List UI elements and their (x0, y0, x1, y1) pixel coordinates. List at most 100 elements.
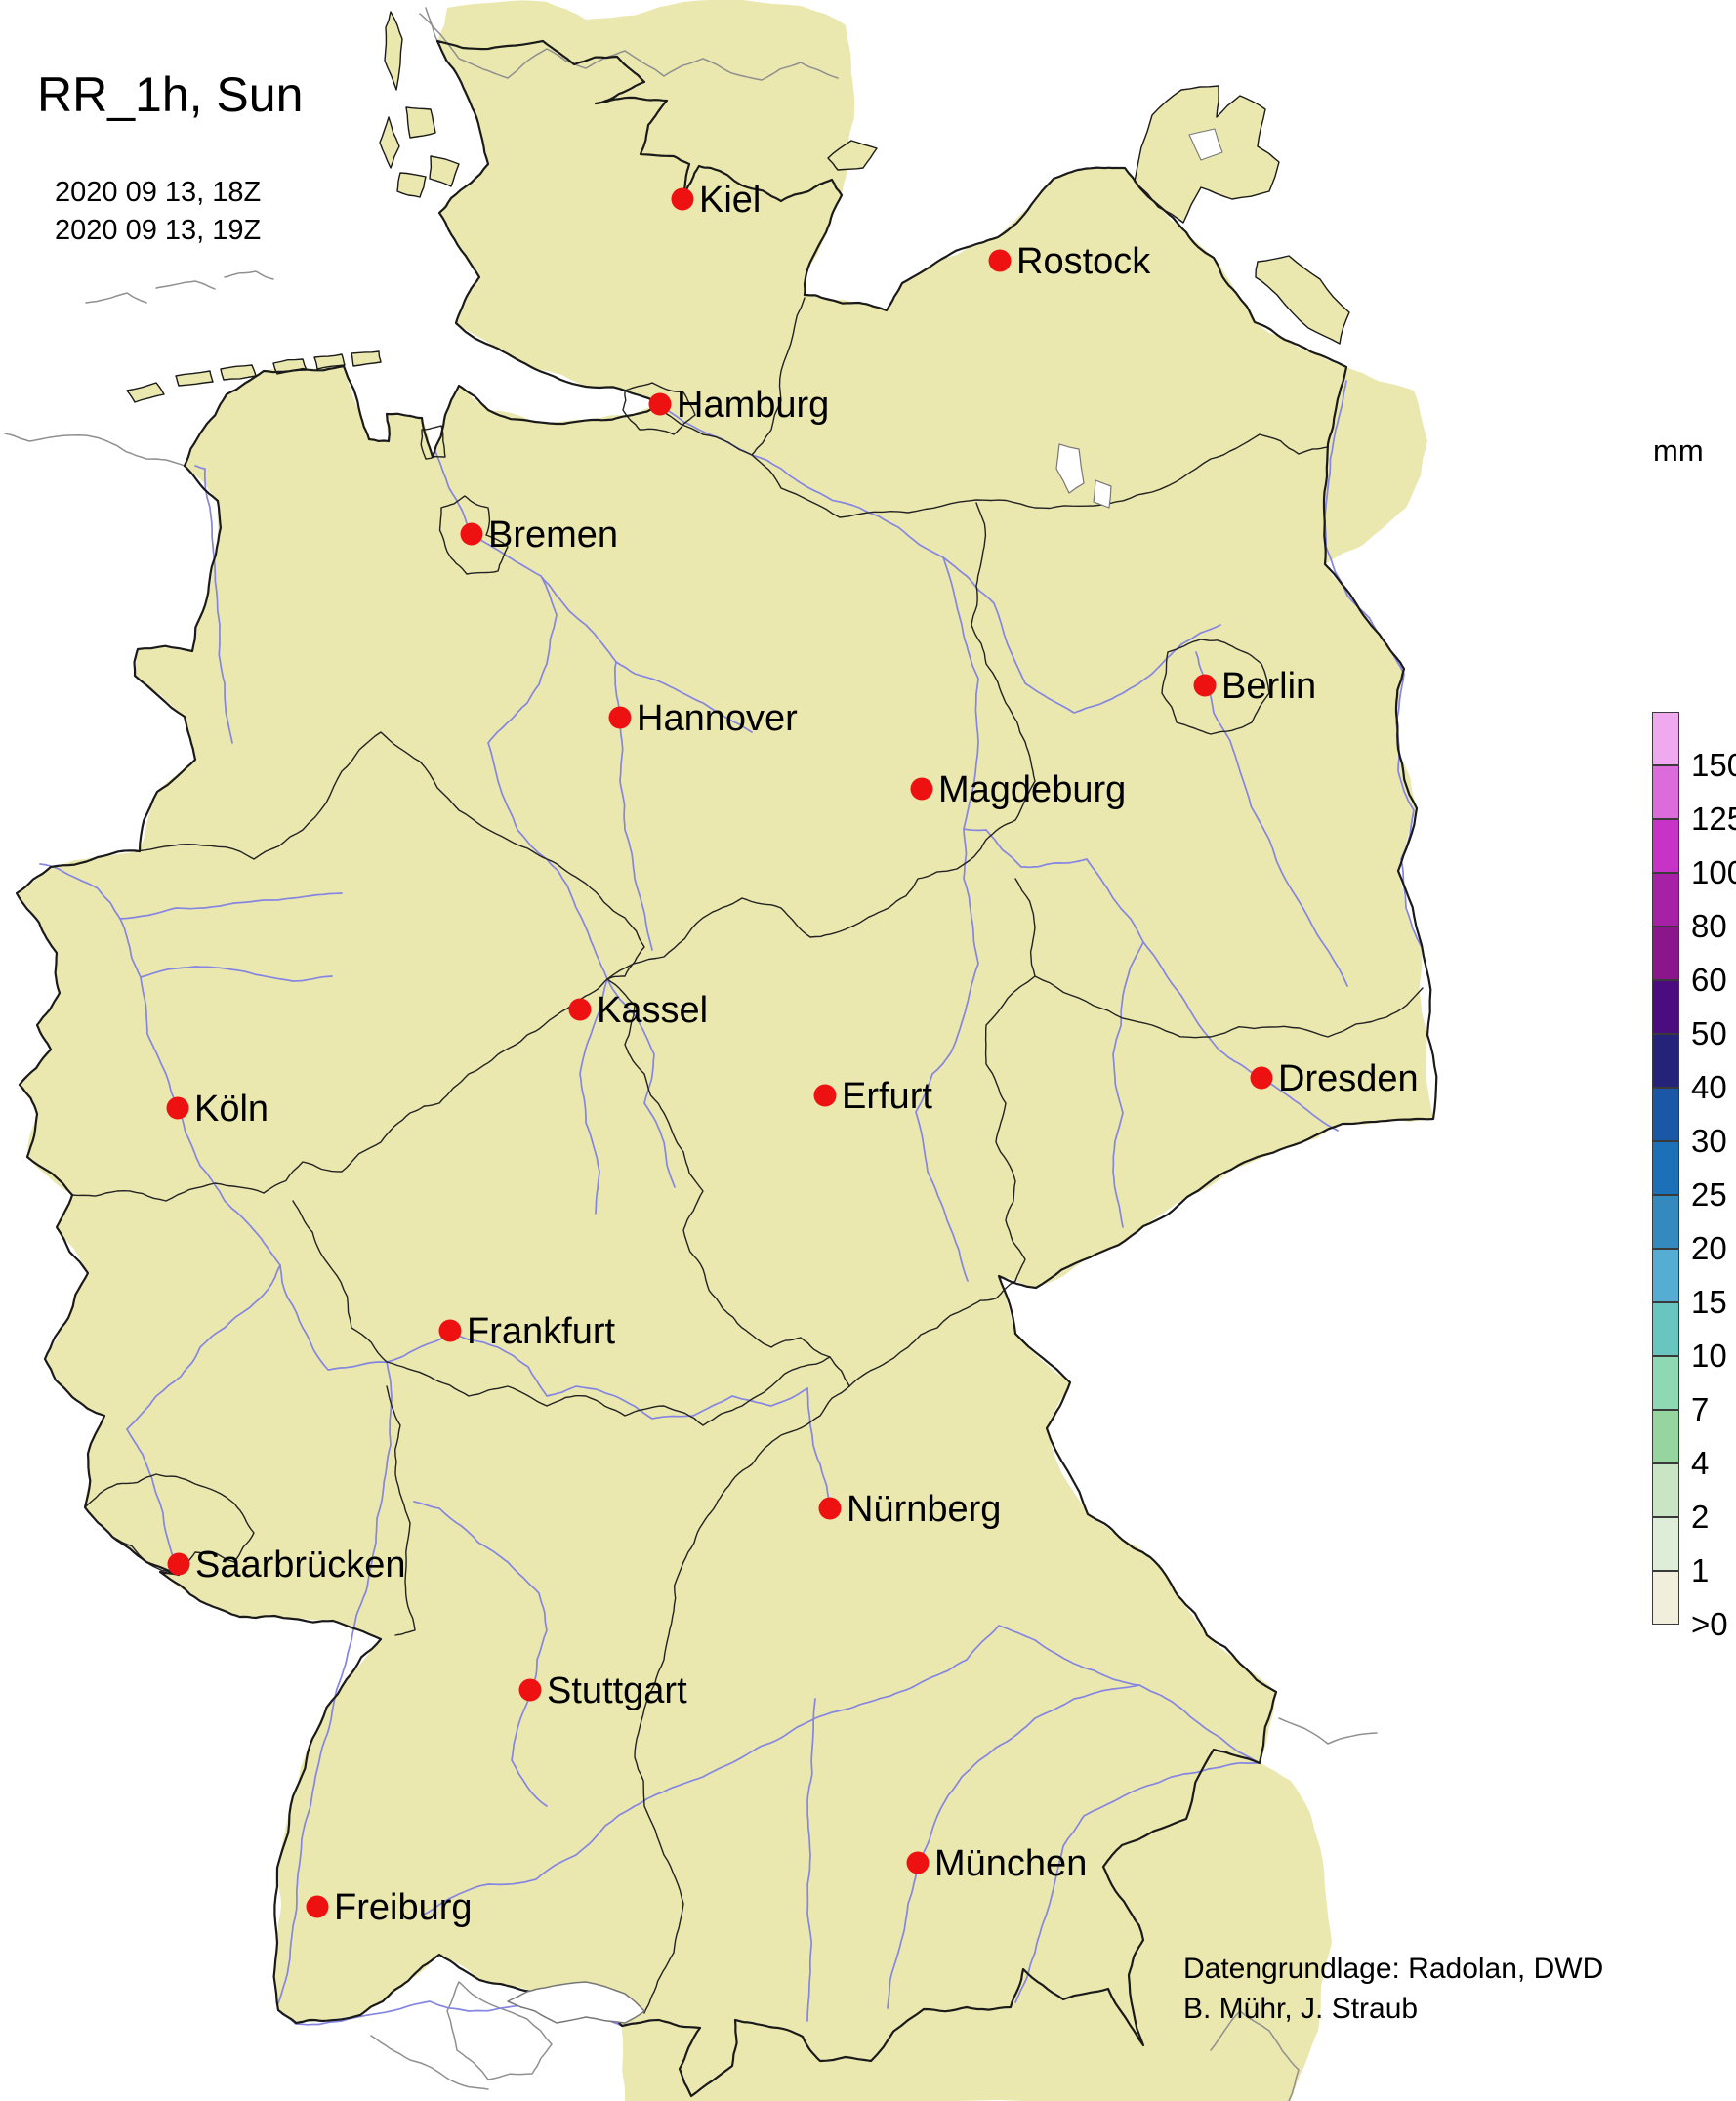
state-border (135, 731, 645, 980)
city-marker-hannover: Hannover (608, 698, 798, 739)
river-leine (613, 661, 653, 951)
city-dot (460, 522, 483, 546)
city-dot (906, 1851, 930, 1874)
river-weser (434, 448, 608, 980)
island-shape (396, 172, 427, 198)
neighbor-border (419, 13, 839, 81)
lake-constance (507, 1981, 645, 2024)
city-dot (988, 249, 1012, 272)
city-label: Magdeburg (938, 769, 1126, 810)
city-marker-saarbrcken: Saarbrücken (167, 1545, 405, 1586)
legend-tick-label: 40 (1691, 1069, 1727, 1105)
legend-swatch (1652, 1410, 1679, 1463)
river-fulda (579, 978, 608, 1215)
island-shape (126, 382, 165, 403)
precipitation-field (17, 0, 1433, 2101)
legend-swatch (1652, 1141, 1679, 1195)
city-marker-dresden: Dresden (1250, 1058, 1419, 1099)
legend-tick-label: 2 (1691, 1499, 1710, 1535)
city-marker-kln: Köln (166, 1089, 269, 1130)
city-dot (518, 1678, 542, 1702)
city-label: Bremen (488, 515, 618, 556)
city-label: Berlin (1221, 666, 1316, 707)
legend-unit-label: mm (1653, 433, 1704, 468)
city-label: Frankfurt (467, 1311, 615, 1352)
legend-tick-label: 15 (1691, 1284, 1727, 1320)
city-marker-mnchen: München (906, 1843, 1087, 1884)
city-label: Rostock (1016, 241, 1151, 282)
city-label: Hamburg (677, 385, 829, 426)
city-label: Köln (194, 1089, 269, 1130)
city-label: Saarbrücken (195, 1545, 405, 1586)
neighbor-border (224, 270, 274, 280)
city-label: Kiel (699, 180, 761, 221)
map-title: RR_1h, Sun (37, 67, 304, 122)
state-border (420, 425, 446, 460)
legend-swatch (1652, 1302, 1679, 1356)
state-border (634, 1385, 850, 2014)
timestamp-start: 2020 09 13, 18Z (55, 177, 262, 208)
river-lippe (119, 892, 343, 920)
legend-tick-label: 60 (1691, 962, 1727, 998)
ruegen-lagoon (1188, 128, 1223, 161)
legend-swatch (1652, 1088, 1679, 1141)
timestamp-end: 2020 09 13, 19Z (55, 215, 262, 246)
state-border (622, 382, 696, 435)
legend-tick-label: 25 (1691, 1176, 1727, 1213)
neighbor-border (85, 292, 147, 304)
city-label: Kassel (597, 990, 708, 1031)
legend-tick-label: 50 (1691, 1015, 1727, 1051)
river-lech (806, 1698, 816, 2022)
city-marker-berlin: Berlin (1193, 666, 1316, 707)
island-shape (1255, 255, 1350, 345)
legend-swatch (1652, 1249, 1679, 1302)
state-border (71, 978, 608, 1202)
state-border (1161, 639, 1270, 735)
legend-swatch (1652, 765, 1679, 819)
legend-tick-label: 20 (1691, 1230, 1727, 1266)
city-marker-magdeburg: Magdeburg (910, 769, 1126, 810)
state-border (751, 433, 1329, 518)
state-border (984, 975, 1036, 1282)
city-dot (1193, 674, 1217, 697)
legend-swatch (1652, 1034, 1679, 1088)
city-label: Dresden (1278, 1058, 1419, 1099)
island-shape (313, 353, 346, 370)
legend-swatch (1652, 819, 1679, 873)
city-marker-nrnberg: Nürnberg (818, 1489, 1001, 1530)
island-shape (351, 350, 382, 367)
island-shape (827, 140, 878, 171)
city-marker-freiburg: Freiburg (306, 1887, 473, 1928)
city-marker-frankfurt: Frankfurt (438, 1311, 615, 1352)
legend-tick-label: 4 (1691, 1445, 1710, 1481)
legend-tick-label: 1 (1691, 1552, 1710, 1588)
river-inn (1014, 1761, 1261, 2003)
island-shape (220, 364, 257, 381)
neighbor-border (155, 280, 216, 290)
city-dot (671, 187, 694, 211)
state-border (386, 1385, 416, 1636)
river-ruhr (140, 966, 333, 982)
state-border (386, 1356, 831, 1426)
legend-swatch (1652, 1517, 1679, 1571)
legend-swatch (1652, 712, 1679, 765)
legend-swatch (1652, 1463, 1679, 1517)
river-spree (1195, 651, 1348, 987)
neighbor-border (1278, 1717, 1378, 1745)
river-saar (126, 1428, 180, 1575)
city-label: Erfurt (842, 1076, 932, 1117)
lake-small (1093, 479, 1112, 509)
legend-swatch (1652, 873, 1679, 927)
city-dot (1250, 1066, 1273, 1090)
lake-mueritz (1055, 443, 1085, 494)
city-dot (813, 1084, 837, 1107)
legend-tick-label: 30 (1691, 1123, 1727, 1159)
state-border (606, 978, 850, 1387)
river-aller (540, 575, 753, 733)
city-label: Hannover (637, 698, 798, 739)
river-havel (942, 556, 1221, 714)
state-border (292, 1200, 388, 1363)
river-isar (887, 1684, 1140, 2009)
river-ems (194, 465, 233, 744)
